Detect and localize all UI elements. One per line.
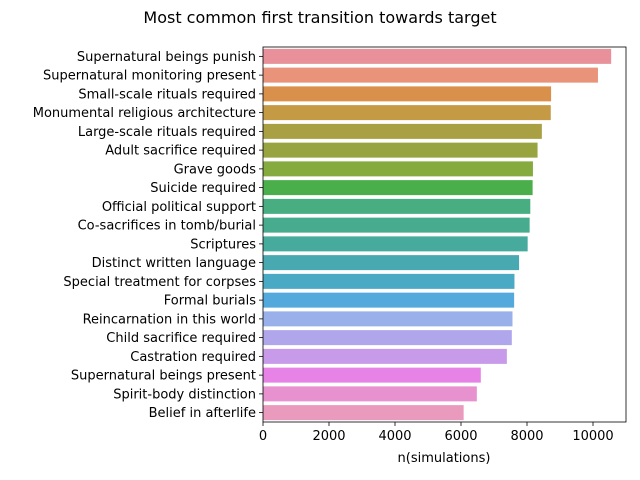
bar-distinct-written-language bbox=[263, 255, 520, 271]
bar-co-sacrifices-in-tomb-burial bbox=[263, 217, 530, 233]
y-tick-label: Monumental religious architecture bbox=[33, 106, 256, 121]
y-tick-label: Distinct written language bbox=[92, 256, 256, 271]
y-tick-label: Belief in afterlife bbox=[149, 406, 256, 421]
bar-monumental-religious-architecture bbox=[263, 105, 551, 121]
bar-belief-in-afterlife bbox=[263, 405, 464, 421]
x-axis-ticks: 0 2000 4000 6000 8000 10000 bbox=[259, 422, 614, 444]
bar-reincarnation-in-this-world bbox=[263, 311, 513, 327]
bar-special-treatment-for-corpses bbox=[263, 273, 515, 289]
bar-formal-burials bbox=[263, 292, 515, 308]
y-tick-label: Grave goods bbox=[174, 162, 257, 177]
bar-scriptures bbox=[263, 236, 528, 252]
x-axis-label: n(simulations) bbox=[398, 451, 491, 466]
bar-supernatural-beings-punish bbox=[263, 48, 612, 64]
x-tick-label: 8000 bbox=[510, 429, 543, 444]
chart-title: Most common first transition towards tar… bbox=[143, 8, 496, 27]
y-tick-label: Castration required bbox=[130, 350, 256, 365]
bar-group bbox=[263, 48, 612, 421]
y-tick-label: Large-scale rituals required bbox=[78, 125, 256, 140]
bar-supernatural-beings-present bbox=[263, 367, 481, 383]
y-tick-label: Official political support bbox=[102, 200, 256, 215]
plot-area-border bbox=[262, 46, 627, 423]
bar-supernatural-monitoring-present bbox=[263, 67, 598, 83]
y-tick-label: Formal burials bbox=[164, 294, 256, 309]
bar-suicide-required bbox=[263, 180, 533, 196]
y-tick-label: Reincarnation in this world bbox=[83, 312, 256, 327]
bar-castration-required bbox=[263, 348, 507, 364]
bar-adult-sacrifice-required bbox=[263, 142, 538, 158]
bar-grave-goods bbox=[263, 161, 533, 177]
y-tick-label: Co-sacrifices in tomb/burial bbox=[78, 219, 256, 234]
axes-frame bbox=[262, 46, 627, 423]
y-tick-label: Adult sacrifice required bbox=[105, 144, 256, 159]
bar-large-scale-rituals-required bbox=[263, 123, 542, 139]
bar-small-scale-rituals-required bbox=[263, 86, 552, 102]
x-tick-label: 2000 bbox=[312, 429, 345, 444]
y-tick-label: Supernatural beings punish bbox=[77, 50, 256, 65]
y-tick-label: Supernatural beings present bbox=[71, 369, 256, 384]
x-tick-label: 0 bbox=[259, 429, 267, 444]
y-tick-label: Spirit-body distinction bbox=[113, 387, 256, 402]
bar-spirit-body-distinction bbox=[263, 386, 477, 402]
y-tick-label: Special treatment for corpses bbox=[63, 275, 256, 290]
x-tick-label: 6000 bbox=[444, 429, 477, 444]
x-tick-label: 4000 bbox=[378, 429, 411, 444]
y-tick-label: Child sacrifice required bbox=[106, 331, 256, 346]
y-tick-label: Scriptures bbox=[190, 237, 256, 252]
y-tick-labels: Supernatural beings punish Supernatural m… bbox=[33, 50, 263, 421]
y-tick-label: Suicide required bbox=[150, 181, 256, 196]
y-tick-label: Small-scale rituals required bbox=[78, 87, 256, 102]
y-tick-label: Supernatural monitoring present bbox=[43, 69, 256, 84]
bar-official-political-support bbox=[263, 198, 531, 214]
bar-child-sacrifice-required bbox=[263, 330, 512, 346]
x-tick-label: 10000 bbox=[572, 429, 613, 444]
